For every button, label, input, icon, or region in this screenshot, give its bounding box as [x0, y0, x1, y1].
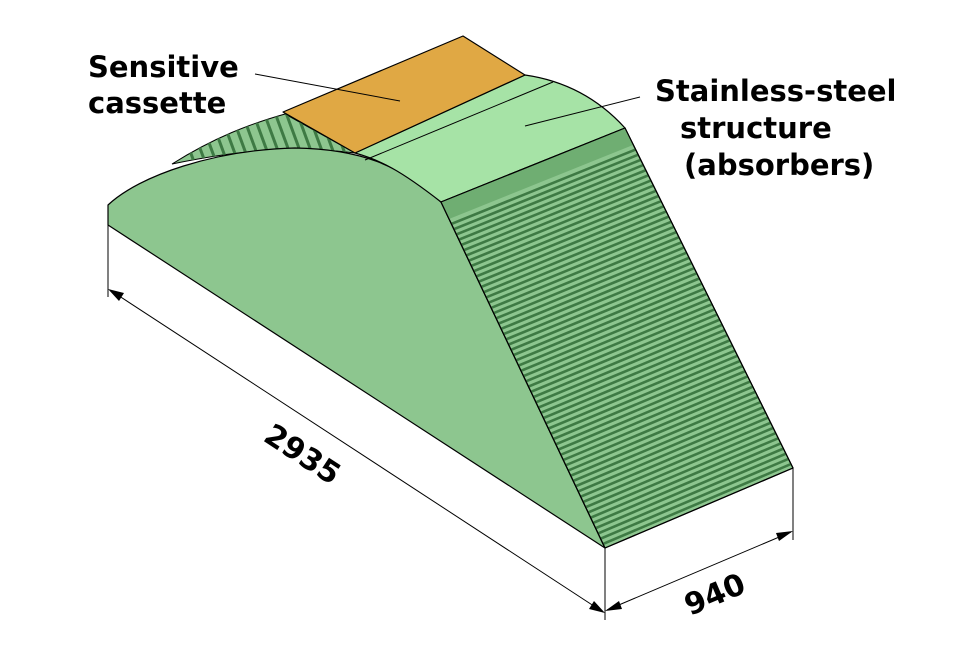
absorber-rib — [480, 210, 667, 289]
absorber-rib — [530, 313, 718, 393]
absorber-rib — [498, 246, 685, 325]
absorber-rib — [585, 426, 774, 509]
absorber-rib — [478, 205, 665, 283]
absorber-rib — [562, 380, 751, 462]
absorber-rib — [517, 287, 705, 367]
absorber-rib — [453, 153, 639, 231]
width-arrow-left — [605, 601, 622, 611]
absorber-rib — [495, 241, 683, 320]
absorber-rib — [572, 400, 762, 483]
cassette-leader-line — [254, 73, 401, 102]
steel-leader-line — [524, 96, 641, 127]
absorber-rib — [595, 447, 784, 530]
absorber-rib — [577, 411, 767, 493]
absorber-rib — [510, 272, 698, 352]
absorber-rib — [587, 431, 777, 514]
absorber-rib — [547, 349, 736, 430]
absorber-rib — [597, 452, 787, 535]
absorber-rib — [565, 385, 754, 467]
absorber-rib — [570, 395, 759, 477]
absorber-rib — [537, 328, 726, 409]
absorber-rib — [473, 194, 660, 273]
cassette-label-line1: Sensitive — [88, 50, 239, 84]
absorber-rib — [600, 457, 790, 540]
absorber-rib — [460, 169, 647, 247]
absorber-rib — [468, 184, 655, 262]
length-arrow-right — [589, 601, 605, 613]
absorber-rib — [513, 277, 700, 357]
absorber-rib — [485, 220, 672, 299]
absorber-rib — [542, 339, 731, 420]
absorber-rib — [515, 282, 703, 362]
absorber-rib — [455, 158, 642, 236]
absorber-rib — [535, 323, 723, 404]
width-dimension-line — [606, 531, 792, 611]
absorber-rib — [582, 421, 772, 504]
absorber-rib — [458, 163, 644, 241]
absorber-rib — [490, 230, 677, 310]
absorber-rib — [557, 370, 746, 451]
absorber-rib — [463, 174, 649, 252]
absorber-rib — [592, 442, 782, 525]
absorber-rib — [550, 354, 739, 435]
width-arrow-right — [776, 531, 793, 541]
steel-label-line2: structure — [680, 111, 832, 145]
sensitive-cassette-plate — [282, 35, 526, 154]
absorber-rib — [540, 333, 728, 414]
absorber-rib — [450, 148, 637, 226]
absorber-rib — [552, 359, 741, 441]
absorber-rib — [525, 303, 713, 383]
absorber-rib — [503, 256, 690, 336]
absorber-rib — [520, 292, 708, 373]
absorber-rib — [493, 236, 680, 315]
length-dimension-label: 2935 — [258, 417, 347, 492]
absorber-rib — [508, 266, 695, 346]
absorber-rib — [532, 318, 721, 399]
absorber-rib — [590, 437, 779, 519]
absorber-top-band — [441, 128, 633, 219]
absorber-rib — [580, 416, 769, 498]
absorber-rib — [505, 261, 693, 341]
absorber-rib — [522, 297, 711, 378]
cassette-label-line2: cassette — [88, 86, 226, 120]
length-arrow-left — [108, 289, 124, 301]
absorber-rib — [555, 364, 744, 446]
absorber-rib — [470, 189, 657, 268]
length-dimension-line — [109, 289, 604, 613]
absorber-rib — [465, 179, 652, 257]
steel-label-line1: Stainless-steel — [655, 74, 896, 108]
absorber-rib — [475, 199, 662, 278]
absorber-rib — [488, 225, 675, 304]
steel-top-seam — [364, 81, 554, 161]
steel-label-line3: (absorbers) — [684, 148, 874, 182]
absorber-rib — [567, 390, 756, 472]
absorber-rib — [560, 375, 749, 456]
absorber-rib — [483, 215, 670, 294]
absorber-ribs — [441, 128, 792, 546]
absorber-rib — [500, 251, 688, 331]
absorber-rib — [575, 406, 764, 488]
absorber-rib — [545, 344, 734, 425]
absorber-rib — [527, 308, 716, 388]
absorber-rib — [602, 462, 792, 546]
